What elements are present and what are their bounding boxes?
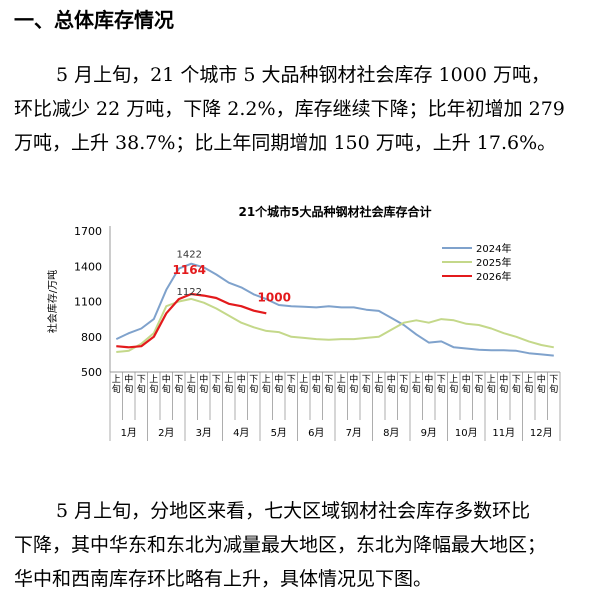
x-tick-label: 上旬 (299, 374, 308, 395)
y-tick-label: 500 (81, 366, 102, 379)
x-tick-label: 下旬 (249, 375, 258, 395)
legend-label: 2026年 (476, 270, 511, 283)
x-tick-label: 中旬 (199, 373, 208, 395)
data-label: 1000 (258, 290, 291, 304)
x-tick-label: 下旬 (437, 375, 446, 395)
x-tick-label: 下旬 (362, 375, 371, 395)
month-label: 9月 (421, 427, 437, 439)
x-tick-label: 下旬 (549, 375, 558, 395)
x-tick-label: 中旬 (499, 373, 508, 395)
x-tick-label: 中旬 (274, 373, 283, 395)
month-label: 3月 (196, 427, 212, 439)
x-tick-label: 下旬 (399, 375, 408, 395)
month-label: 4月 (233, 427, 249, 439)
x-tick-label: 上旬 (487, 374, 496, 395)
series-line-2026 (116, 292, 267, 349)
data-label: 1122 (177, 287, 202, 298)
x-tick-label: 下旬 (212, 375, 221, 395)
x-tick-label: 上旬 (412, 374, 421, 395)
y-axis-label: 社会库存/万吨 (46, 270, 59, 333)
month-label: 7月 (346, 427, 362, 439)
y-tick-label: 800 (81, 331, 102, 344)
month-label: 8月 (383, 427, 399, 439)
x-tick-label: 中旬 (124, 373, 133, 395)
x-tick-label: 上旬 (374, 374, 383, 395)
x-tick-label: 上旬 (262, 374, 271, 395)
x-tick-label: 下旬 (287, 375, 296, 395)
legend-label: 2024年 (476, 242, 511, 255)
series-line-2025 (116, 297, 554, 353)
x-tick-label: 下旬 (174, 375, 183, 395)
paragraph-line: 华中和西南库存环比略有上升，具体情况见下图。 (14, 568, 433, 590)
paragraph-line: 环比减少 22 万吨，下降 2.2%，库存继续下降；比年初增加 279 (14, 98, 565, 120)
x-tick-label: 上旬 (337, 374, 346, 395)
paragraph-line: 下降，其中华东和东北为减量最大地区，东北为降幅最大地区； (14, 534, 547, 556)
regional-paragraph: 5 月上旬，分地区来看，七大区域钢材社会库存多数环比 下降，其中华东和东北为减量… (14, 494, 614, 596)
x-tick-label: 中旬 (312, 373, 321, 395)
x-tick-label: 下旬 (137, 375, 146, 395)
x-tick-label: 上旬 (187, 374, 196, 395)
month-label: 6月 (308, 427, 324, 439)
month-label: 11月 (492, 427, 515, 439)
x-tick-label: 上旬 (112, 374, 121, 395)
x-tick-label: 中旬 (349, 373, 358, 395)
x-tick-label: 中旬 (237, 373, 246, 395)
x-tick-label: 下旬 (512, 375, 521, 395)
x-tick-label: 上旬 (224, 374, 233, 395)
y-tick-label: 1100 (74, 296, 102, 309)
paragraph-line: 5 月上旬，21 个城市 5 大品种钢材社会库存 1000 万吨， (56, 64, 550, 86)
summary-paragraph: 5 月上旬，21 个城市 5 大品种钢材社会库存 1000 万吨， 环比减少 2… (14, 58, 614, 160)
data-label: 1422 (177, 250, 202, 261)
x-tick-label: 下旬 (324, 375, 333, 395)
paragraph-line: 万吨，上升 38.7%；比上年同期增加 150 万吨，上升 17.6%。 (14, 132, 557, 154)
x-tick-label: 上旬 (149, 374, 158, 395)
x-tick-label: 上旬 (524, 374, 533, 395)
x-tick-label: 中旬 (387, 373, 396, 395)
series-line-2024 (115, 262, 554, 357)
x-tick-label: 中旬 (424, 373, 433, 395)
x-tick-label: 中旬 (462, 373, 471, 395)
y-tick-label: 1400 (74, 260, 102, 273)
section-heading: 一、总体库存情况 (14, 8, 174, 32)
month-label: 10月 (455, 427, 478, 439)
month-label: 1月 (121, 427, 137, 439)
month-label: 5月 (271, 427, 287, 439)
y-tick-label: 1700 (74, 225, 102, 238)
x-tick-label: 中旬 (537, 373, 546, 395)
month-label: 2月 (158, 427, 174, 439)
chart-title: 21个城市5大品种钢材社会库存合计 (238, 204, 431, 219)
paragraph-line: 5 月上旬，分地区来看，七大区域钢材社会库存多数环比 (56, 500, 531, 522)
x-tick-label: 上旬 (449, 374, 458, 395)
legend-label: 2025年 (476, 256, 511, 269)
month-label: 12月 (530, 427, 553, 439)
x-tick-label: 下旬 (474, 375, 483, 395)
data-label: 1164 (173, 263, 206, 277)
x-tick-label: 中旬 (162, 373, 171, 395)
